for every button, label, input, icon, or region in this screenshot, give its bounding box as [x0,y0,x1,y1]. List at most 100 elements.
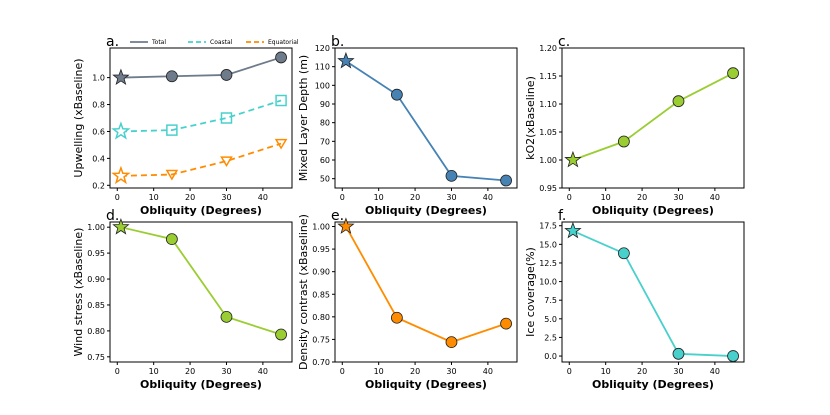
x-tick-label: 0 [115,193,120,202]
x-tick-label: 30 [221,367,231,376]
data-point-star [337,51,355,69]
panel-c: 0 10 20 30 40 0.95 1.00 1.05 1.10 1.15 1.20 Obliqui… [524,34,745,217]
panel-label: e. [331,208,344,224]
y-tick-label: 15.0 [539,240,557,249]
y-tick-label: 0.4 [92,154,105,163]
x-tick-label: 0 [567,193,572,202]
y-tick-label: 0.0 [544,352,557,361]
x-tick-label: 40 [258,367,268,376]
data-point [275,94,287,107]
panel-e: 0 10 20 30 40 0.70 0.75 0.80 0.85 0.90 0.95 1.00 Obl… [297,208,518,391]
x-tick-label: 20 [410,193,420,202]
y-tick-label: 0.70 [312,358,330,367]
data-point [275,328,287,341]
data-point [220,310,233,323]
y-tick-label: 1.00 [539,156,557,165]
y-tick-label: 0.95 [312,245,330,254]
y-tick-label: 0.75 [87,353,105,362]
data-point [445,336,458,349]
x-tick-label: 30 [673,367,683,376]
y-axis-label: kO2(xBaseline) [524,76,537,160]
y-tick-label: 0.80 [87,327,105,336]
data-point [500,317,512,330]
y-axis-label: Density contrast (xBaseline) [297,214,310,370]
x-axis-label: Obliquity (Degrees) [365,204,487,217]
series-line [120,226,282,336]
data-point [727,350,739,362]
data-point [500,174,512,187]
x-axis-label: Obliquity (Degrees) [592,378,714,391]
y-tick-label: 0.8 [92,101,105,110]
y-tick-label: 1.20 [539,44,557,53]
plot-frame [109,221,293,363]
y-axis-label: Mixed Layer Depth (m) [297,55,310,181]
plot-frame [334,47,518,189]
y-tick-label: 1.00 [87,223,105,232]
y-tick-label: 80 [320,119,330,128]
panel-b: 0 10 20 30 40 50 60 70 80 90 100 110 120 Obliquity (D… [297,34,518,217]
data-point [617,135,630,148]
x-tick-label: 40 [258,193,268,202]
x-tick-label: 10 [374,193,384,202]
data-point [390,88,403,101]
series-line [120,99,282,133]
y-tick-label: 60 [320,156,330,165]
x-tick-label: 40 [483,367,493,376]
y-tick-label: 1.0 [92,74,105,83]
panel-f: 0 10 20 30 40 0.0 2.5 5.0 7.5 10.0 12.5 15.0 17.5 Obl… [524,208,745,391]
panel-label: a. [106,34,119,50]
y-tick-label: 70 [320,137,330,146]
data-point [165,70,178,83]
y-tick-label: 0.95 [539,184,557,193]
data-point [672,347,685,360]
y-tick-label: 100 [315,81,330,90]
y-tick-label: 0.95 [87,249,105,258]
y-tick-label: 50 [320,175,330,184]
plot-frame [334,221,518,363]
y-tick-label: 7.5 [544,296,557,305]
y-tick-label: 0.85 [312,290,330,299]
y-tick-label: 0.90 [312,268,330,277]
data-point [166,124,178,136]
data-point-star [111,165,131,185]
legend-label: Coastal [210,39,233,46]
y-axis-label: Wind stress (xBaseline) [72,228,85,357]
plot-frame [561,47,745,189]
data-point-star [564,150,582,168]
data-point [165,233,178,246]
x-tick-label: 20 [185,367,195,376]
y-tick-label: 1.10 [539,100,557,109]
y-tick-label: 0.2 [92,181,105,190]
data-point [220,156,233,168]
x-tick-label: 20 [410,367,420,376]
x-tick-label: 10 [601,193,611,202]
series-line [572,230,734,357]
series-line [572,72,734,161]
data-point [220,112,233,124]
x-tick-label: 10 [149,367,159,376]
panel-d: 0 10 20 30 40 0.75 0.80 0.85 0.90 0.95 1.00 Obliqui… [72,208,293,391]
legend-label: Equatorial [268,39,299,46]
data-point-star [112,218,130,235]
panel-label: b. [331,34,344,50]
x-axis-label: Obliquity (Degrees) [592,204,714,217]
x-tick-label: 0 [340,193,345,202]
x-tick-label: 30 [221,193,231,202]
x-tick-label: 40 [710,367,720,376]
x-axis-label: Obliquity (Degrees) [140,204,262,217]
x-tick-label: 0 [567,367,572,376]
series-line [120,142,282,177]
data-point [672,95,685,108]
y-tick-label: 2.5 [544,333,557,342]
y-tick-label: 0.85 [87,301,105,310]
y-tick-label: 0.6 [92,127,105,136]
y-tick-label: 90 [320,100,330,109]
plot-frame [109,47,293,189]
panel-label: d. [106,208,119,224]
y-tick-label: 12.5 [539,259,557,268]
data-point-star [111,121,131,140]
data-point [617,247,630,260]
data-point [445,169,458,182]
y-tick-label: 0.75 [312,335,330,344]
x-tick-label: 20 [185,193,195,202]
